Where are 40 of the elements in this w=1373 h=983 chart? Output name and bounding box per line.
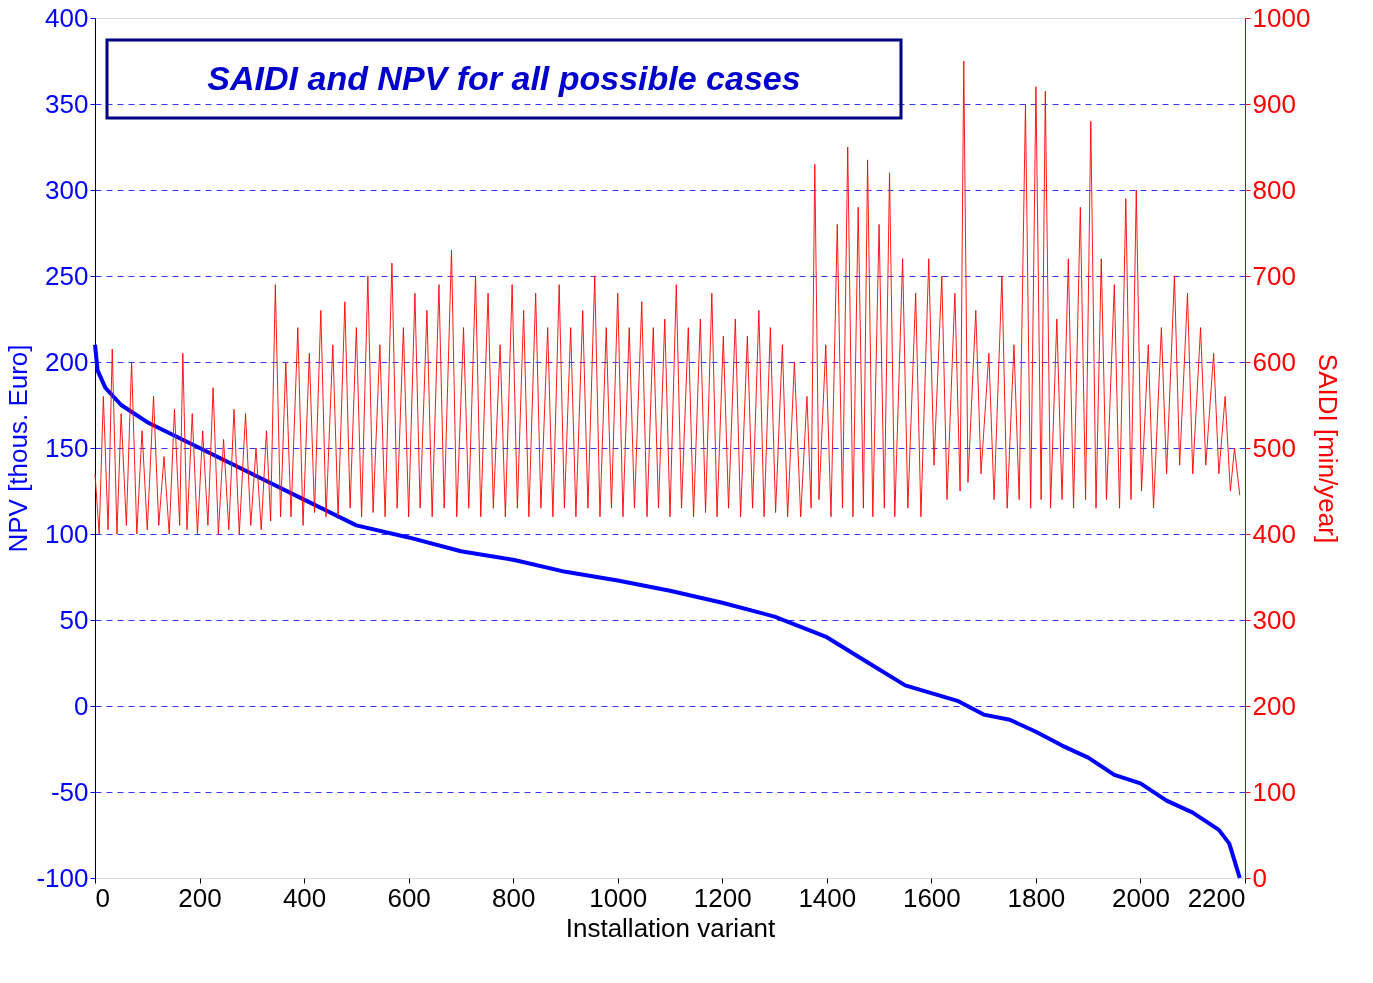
y2-tick-label: 400 — [1252, 518, 1296, 549]
y-tick-label: 300 — [45, 174, 89, 205]
y-tick-label: 50 — [59, 604, 89, 635]
x-tick-label: 600 — [387, 882, 431, 913]
x-tick-label: 400 — [282, 882, 327, 913]
y2-tick-label: 300 — [1252, 604, 1296, 635]
y2-tick-label: 600 — [1252, 346, 1296, 377]
y-axis-title: NPV [thous. Euro] — [3, 344, 34, 553]
y-tick-label: 200 — [45, 346, 89, 377]
y-tick-label: 350 — [45, 88, 89, 119]
x-tick-label: 2200 — [1187, 882, 1246, 913]
x-tick-label: 1400 — [798, 882, 857, 913]
y-tick-label: 100 — [45, 518, 89, 549]
line-series — [94, 60, 1241, 535]
x-tick-label: 2000 — [1112, 882, 1170, 913]
y2-tick-label: 0 — [1252, 862, 1267, 893]
line-series — [93, 342, 1242, 880]
y2-tick-label: 900 — [1252, 88, 1296, 119]
y-tick-label: 250 — [45, 260, 89, 291]
y2-tick-label: 700 — [1252, 260, 1296, 291]
y2-tick-label: 100 — [1252, 776, 1296, 807]
x-tick-label: 0 — [95, 882, 110, 913]
y-tick-label: 0 — [74, 690, 89, 721]
y-tick-label: 150 — [45, 432, 89, 463]
y2-tick-label: 800 — [1252, 174, 1296, 205]
x-tick-label: 1200 — [693, 882, 752, 913]
x-axis-title: Installation variant — [565, 912, 777, 943]
y2-tick-label: 200 — [1252, 690, 1296, 721]
y2-tick-label: 1000 — [1252, 2, 1311, 33]
y-tick-label: -50 — [50, 776, 89, 807]
x-tick-label: 1800 — [1007, 882, 1066, 913]
x-tick-label: 200 — [178, 882, 222, 913]
x-tick-label: 1600 — [902, 882, 961, 913]
y2-tick-label: 500 — [1252, 432, 1296, 463]
y2-axis-title: SAIDI [min/year] — [1313, 353, 1344, 544]
x-tick-label: 800 — [491, 882, 536, 913]
y-tick-label: -100 — [36, 862, 89, 893]
y-tick-label: 400 — [45, 2, 89, 33]
text: SAIDI and NPV for all possible cases — [207, 59, 801, 97]
x-tick-label: 1000 — [589, 882, 648, 913]
